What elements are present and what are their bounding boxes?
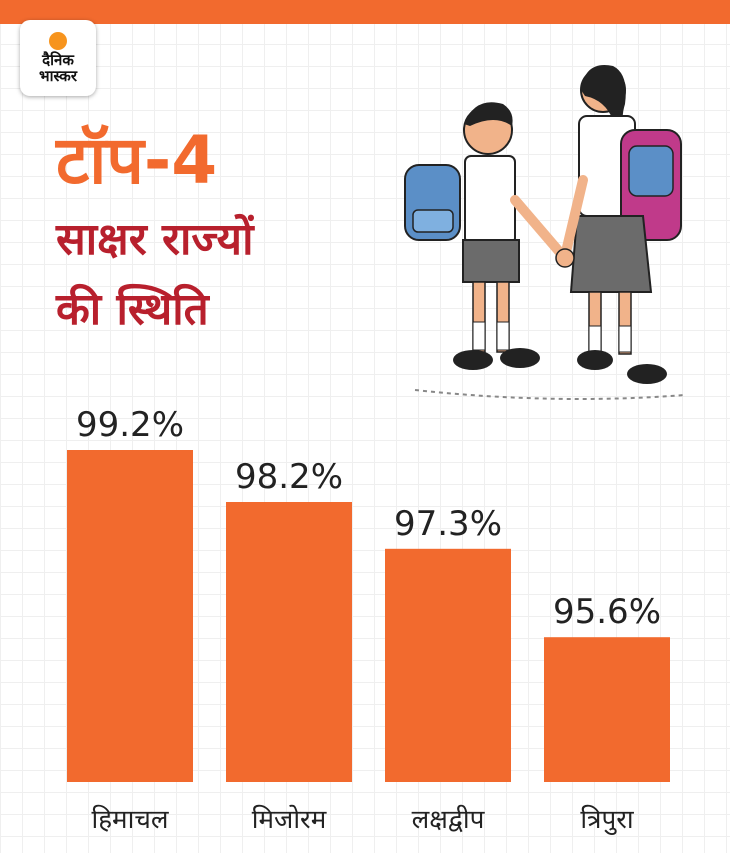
- bar-1: [67, 450, 193, 782]
- headline-literate-states: साक्षर राज्यों: [56, 214, 254, 265]
- logo-sun-icon: [49, 32, 67, 50]
- bar-value-label: 98.2%: [235, 457, 343, 497]
- bar-value-label: 99.2%: [76, 405, 184, 445]
- holding-hands: [555, 248, 575, 268]
- bar-4: [544, 637, 670, 782]
- category-label: त्रिपुरा: [580, 804, 634, 835]
- boy-figure: [404, 102, 568, 370]
- top-accent-bar: [0, 0, 730, 24]
- bar-2: [226, 502, 352, 782]
- bar-value-label: 95.6%: [553, 592, 661, 632]
- logo-text-line2: भास्कर: [39, 67, 77, 85]
- logo-text-line1: दैनिक: [42, 51, 74, 69]
- category-label: लक्षद्वीप: [412, 804, 486, 835]
- school-children-illustration: [404, 65, 686, 400]
- headline-top4: टॉप-4: [56, 122, 218, 199]
- category-label: मिजोरम: [252, 804, 327, 835]
- category-label: हिमाचल: [92, 804, 169, 835]
- headline-status: की स्थिति: [56, 284, 209, 335]
- bar-value-label: 97.3%: [394, 504, 502, 544]
- brand-logo: दैनिक भास्कर: [20, 20, 96, 96]
- girl-figure: [560, 65, 682, 384]
- bar-3: [385, 548, 511, 782]
